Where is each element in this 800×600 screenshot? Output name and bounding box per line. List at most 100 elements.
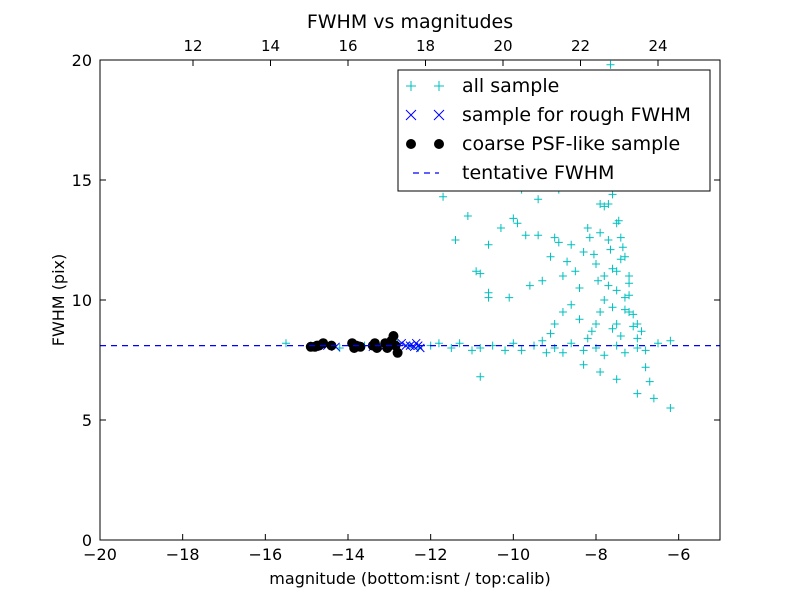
data-point xyxy=(596,368,605,376)
data-point xyxy=(496,224,505,232)
data-point xyxy=(401,341,411,350)
data-point xyxy=(575,284,584,292)
data-point xyxy=(585,233,594,242)
data-point xyxy=(600,351,609,360)
data-point xyxy=(558,272,567,280)
legend-marker xyxy=(405,109,417,121)
data-point xyxy=(567,300,576,309)
data-point xyxy=(484,293,493,302)
data-point xyxy=(476,372,485,381)
data-point xyxy=(282,339,290,348)
data-point xyxy=(538,276,547,285)
data-point xyxy=(666,404,675,412)
legend-marker xyxy=(433,109,445,121)
top-x-tick-label: 12 xyxy=(183,37,202,55)
legend-label: all sample xyxy=(462,75,559,97)
data-point xyxy=(620,305,629,314)
data-point xyxy=(625,291,634,300)
data-point xyxy=(589,250,598,259)
data-point xyxy=(517,346,526,355)
data-point xyxy=(355,341,366,352)
data-point xyxy=(633,320,642,328)
top-x-tick-label: 18 xyxy=(416,37,435,55)
data-point xyxy=(476,344,485,352)
data-point xyxy=(616,332,625,340)
data-point xyxy=(608,190,617,199)
data-point xyxy=(505,293,514,302)
data-point xyxy=(451,236,460,244)
data-point xyxy=(629,310,638,319)
data-point xyxy=(525,281,534,290)
data-point xyxy=(625,308,634,316)
data-point xyxy=(637,327,646,336)
data-point xyxy=(600,202,609,211)
data-point xyxy=(318,338,329,349)
data-point xyxy=(501,346,510,355)
series-coarse-psf-like-sample xyxy=(305,331,403,358)
data-point xyxy=(567,240,576,249)
data-point xyxy=(575,315,584,324)
data-point xyxy=(571,267,580,276)
chart-title: FWHM vs magnitudes xyxy=(307,11,513,33)
data-point xyxy=(614,216,623,225)
data-point xyxy=(620,252,629,261)
data-point xyxy=(654,339,662,348)
data-point xyxy=(625,279,634,288)
data-point xyxy=(645,377,654,386)
y-tick-label: 15 xyxy=(72,171,92,190)
data-point xyxy=(596,308,605,316)
data-point xyxy=(612,267,621,276)
data-point xyxy=(558,308,567,316)
data-point xyxy=(596,228,605,237)
data-point xyxy=(546,252,555,261)
y-tick-label: 0 xyxy=(82,531,92,550)
data-point xyxy=(600,296,609,304)
data-point xyxy=(509,214,518,223)
data-point xyxy=(612,286,621,295)
data-point xyxy=(484,240,493,249)
data-point xyxy=(463,212,472,220)
data-point xyxy=(513,219,522,228)
data-point xyxy=(550,233,559,242)
data-point xyxy=(521,231,530,240)
legend-marker xyxy=(406,81,416,91)
legend-label: tentative FWHM xyxy=(462,162,614,184)
data-point xyxy=(606,60,615,69)
data-point xyxy=(620,348,629,357)
legend-marker xyxy=(434,81,444,91)
data-point xyxy=(612,375,621,384)
top-x-tick-label: 16 xyxy=(338,37,357,55)
top-x-tick-label: 14 xyxy=(261,37,280,55)
data-point xyxy=(594,276,603,285)
data-point xyxy=(608,324,617,333)
top-x-tick-label: 20 xyxy=(493,37,512,55)
data-point xyxy=(620,293,629,302)
legend: all sample sample for rough FWHM coarse PS… xyxy=(397,69,711,192)
data-point xyxy=(618,243,627,252)
data-point xyxy=(447,344,456,352)
x-tick-label: −12 xyxy=(414,545,448,564)
data-point xyxy=(600,272,609,280)
legend-box xyxy=(397,69,711,192)
data-point xyxy=(468,346,476,355)
data-point xyxy=(472,267,481,276)
data-point xyxy=(583,334,592,343)
x-tick-label: −10 xyxy=(496,545,530,564)
data-point xyxy=(542,348,551,357)
data-point xyxy=(604,200,613,208)
data-point xyxy=(592,260,600,268)
data-point xyxy=(608,264,617,273)
data-point xyxy=(550,320,559,328)
x-tick-label: −18 xyxy=(166,545,200,564)
x-tick-label: −6 xyxy=(667,545,691,564)
data-point xyxy=(579,360,588,369)
data-point xyxy=(629,322,638,331)
data-point xyxy=(641,346,650,355)
x-tick-label: −20 xyxy=(83,545,117,564)
data-point xyxy=(439,192,448,201)
data-point xyxy=(649,394,658,403)
data-point xyxy=(592,320,600,328)
data-point xyxy=(388,331,399,341)
data-point xyxy=(666,336,675,345)
